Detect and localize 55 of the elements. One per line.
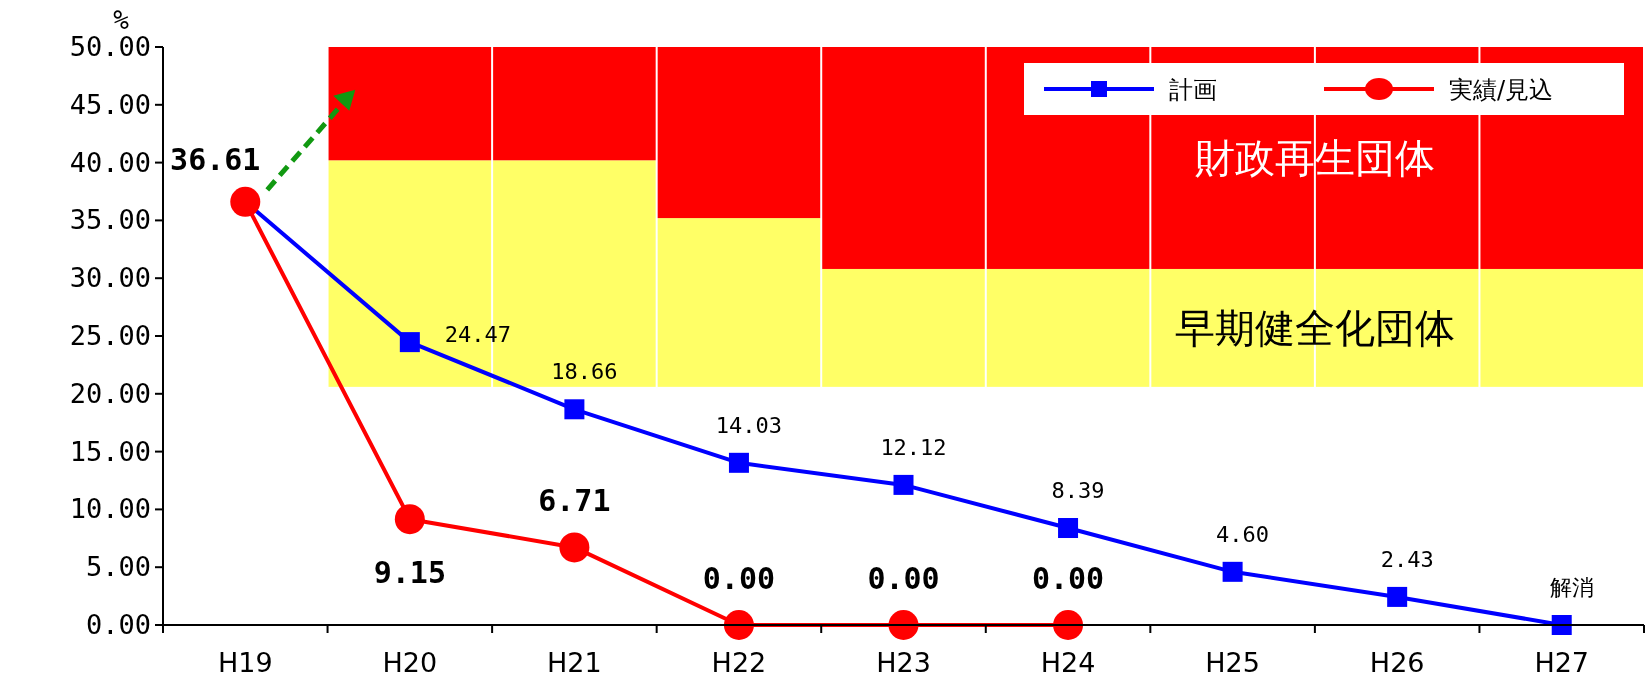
point (559, 532, 590, 563)
y-tick-label: 10.00 (69, 493, 151, 525)
bar (822, 268, 985, 387)
data-label: 8.39 (1051, 478, 1105, 504)
x-tick-label: H24 (1040, 647, 1096, 678)
data-label: 0.00 (867, 561, 940, 596)
data-label: 0.00 (702, 561, 776, 596)
x-tick-label: H21 (547, 647, 602, 678)
data-label: 12.12 (880, 434, 947, 460)
point (1222, 561, 1243, 582)
y-tick-label: 25.00 (69, 320, 151, 351)
data-label: 6.71 (538, 483, 611, 519)
x-tick-label: H27 (1534, 647, 1590, 678)
y-tick-label: 45.00 (69, 88, 151, 120)
y-tick-label: 35.00 (69, 204, 151, 236)
legend-label: 実績/見込 (1449, 76, 1554, 104)
data-label: 4.60 (1216, 521, 1270, 547)
bar (657, 218, 821, 387)
y-tick-label: 5.00 (85, 551, 151, 583)
point (893, 474, 914, 495)
y-tick-label: 30.00 (69, 262, 151, 294)
bar (1480, 268, 1643, 387)
y-tick-label: 0.00 (85, 609, 151, 640)
point (1058, 518, 1079, 539)
x-tick-label: H23 (876, 647, 931, 678)
data-label: 18.66 (551, 359, 618, 385)
data-label: 14.03 (715, 412, 783, 438)
point (723, 610, 754, 640)
x-tick-label: H20 (382, 647, 438, 678)
data-label: 解消 (1549, 575, 1594, 600)
bar (657, 47, 821, 219)
x-tick-label: H26 (1369, 647, 1425, 678)
data-label: 9.15 (373, 555, 446, 591)
point (230, 186, 261, 217)
point (888, 610, 919, 640)
y-tick-label: 20.00 (69, 377, 151, 409)
point (1387, 586, 1408, 607)
point (394, 504, 425, 535)
point (728, 452, 749, 473)
data-label: 0.00 (1031, 561, 1105, 596)
point (1551, 615, 1572, 635)
y-tick-label: 40.00 (69, 146, 151, 178)
data-label: 2.43 (1380, 546, 1434, 572)
point (1053, 610, 1084, 640)
legend-label: 計画 (1169, 76, 1217, 104)
bar (822, 47, 985, 269)
x-tick-label: H19 (217, 647, 273, 678)
point (399, 332, 420, 353)
point (564, 399, 585, 420)
bar (493, 47, 656, 161)
x-tick-label: H22 (711, 647, 767, 678)
y-tick-label: 15.00 (69, 435, 151, 467)
x-tick-label: H25 (1205, 647, 1260, 678)
bar (986, 268, 1150, 387)
data-label: 36.61 (170, 141, 261, 177)
